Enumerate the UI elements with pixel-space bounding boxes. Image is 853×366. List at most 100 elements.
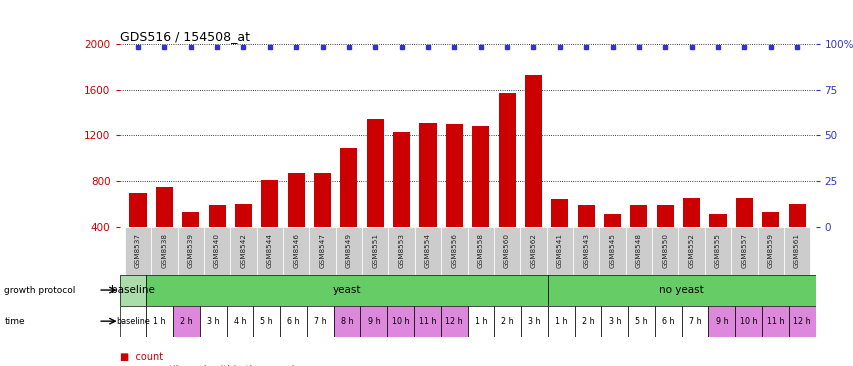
Text: 2 h: 2 h: [180, 317, 193, 326]
FancyBboxPatch shape: [704, 227, 730, 274]
FancyBboxPatch shape: [415, 227, 441, 274]
Text: 9 h: 9 h: [715, 317, 728, 326]
Bar: [735, 198, 752, 227]
FancyBboxPatch shape: [441, 227, 467, 274]
FancyBboxPatch shape: [467, 306, 494, 337]
FancyBboxPatch shape: [681, 306, 708, 337]
FancyBboxPatch shape: [200, 306, 226, 337]
Bar: [761, 212, 779, 227]
Bar: [155, 187, 173, 227]
FancyBboxPatch shape: [173, 306, 200, 337]
FancyBboxPatch shape: [125, 227, 151, 274]
Bar: [709, 214, 726, 227]
FancyBboxPatch shape: [628, 306, 654, 337]
Bar: [472, 126, 489, 227]
FancyBboxPatch shape: [599, 227, 625, 274]
Text: 6 h: 6 h: [287, 317, 299, 326]
Text: 5 h: 5 h: [635, 317, 647, 326]
Bar: [392, 132, 409, 227]
FancyBboxPatch shape: [734, 306, 761, 337]
Bar: [630, 205, 647, 227]
Bar: [314, 173, 331, 227]
Bar: [577, 205, 594, 227]
Text: 1 h: 1 h: [554, 317, 567, 326]
FancyBboxPatch shape: [494, 306, 520, 337]
Text: GSM8542: GSM8542: [241, 233, 247, 268]
Text: 10 h: 10 h: [739, 317, 757, 326]
Text: 2 h: 2 h: [501, 317, 514, 326]
Text: 1 h: 1 h: [154, 317, 165, 326]
Text: GSM8558: GSM8558: [477, 233, 483, 268]
FancyBboxPatch shape: [625, 227, 652, 274]
Text: GSM8540: GSM8540: [214, 233, 220, 268]
Text: GSM8548: GSM8548: [635, 233, 641, 268]
Text: 10 h: 10 h: [392, 317, 409, 326]
FancyBboxPatch shape: [309, 227, 335, 274]
Text: GSM8554: GSM8554: [425, 233, 431, 268]
FancyBboxPatch shape: [386, 306, 414, 337]
FancyBboxPatch shape: [519, 227, 546, 274]
Text: 8 h: 8 h: [340, 317, 353, 326]
Text: GSM8547: GSM8547: [319, 233, 325, 268]
FancyBboxPatch shape: [548, 306, 574, 337]
Text: GSM8538: GSM8538: [161, 233, 167, 268]
Text: no yeast: no yeast: [659, 285, 703, 295]
FancyBboxPatch shape: [677, 227, 704, 274]
FancyBboxPatch shape: [493, 227, 519, 274]
FancyBboxPatch shape: [253, 306, 280, 337]
Bar: [182, 212, 199, 227]
Text: 9 h: 9 h: [367, 317, 380, 326]
FancyBboxPatch shape: [257, 227, 282, 274]
Text: GSM8555: GSM8555: [714, 233, 720, 268]
Text: time: time: [4, 317, 25, 326]
Text: GSM8541: GSM8541: [556, 233, 562, 268]
FancyBboxPatch shape: [119, 274, 146, 306]
Text: GSM8561: GSM8561: [793, 233, 799, 268]
Text: GDS516 / 154508_at: GDS516 / 154508_at: [119, 30, 249, 43]
Text: ■  percentile rank within the sample: ■ percentile rank within the sample: [119, 365, 299, 366]
Text: GSM8552: GSM8552: [688, 233, 693, 268]
FancyBboxPatch shape: [414, 306, 440, 337]
FancyBboxPatch shape: [306, 306, 334, 337]
Bar: [603, 214, 620, 227]
Text: GSM8562: GSM8562: [530, 233, 536, 268]
FancyBboxPatch shape: [280, 306, 306, 337]
Text: 7 h: 7 h: [688, 317, 700, 326]
FancyBboxPatch shape: [119, 306, 146, 337]
FancyBboxPatch shape: [388, 227, 415, 274]
Text: yeast: yeast: [333, 285, 361, 295]
FancyBboxPatch shape: [572, 227, 599, 274]
Text: 2 h: 2 h: [581, 317, 594, 326]
FancyBboxPatch shape: [546, 227, 572, 274]
Bar: [787, 204, 804, 227]
FancyBboxPatch shape: [362, 227, 388, 274]
FancyBboxPatch shape: [282, 227, 309, 274]
Text: GSM8546: GSM8546: [293, 233, 299, 268]
FancyBboxPatch shape: [226, 306, 253, 337]
Bar: [340, 148, 357, 227]
Text: GSM8550: GSM8550: [662, 233, 668, 268]
Text: baseline: baseline: [116, 317, 149, 326]
FancyBboxPatch shape: [146, 306, 173, 337]
Text: 3 h: 3 h: [528, 317, 540, 326]
Text: 6 h: 6 h: [661, 317, 674, 326]
Text: GSM8551: GSM8551: [372, 233, 378, 268]
FancyBboxPatch shape: [783, 227, 809, 274]
Text: 5 h: 5 h: [260, 317, 273, 326]
FancyBboxPatch shape: [177, 227, 204, 274]
Text: GSM8543: GSM8543: [583, 233, 589, 268]
FancyBboxPatch shape: [757, 227, 783, 274]
FancyBboxPatch shape: [360, 306, 386, 337]
Text: 3 h: 3 h: [206, 317, 219, 326]
FancyBboxPatch shape: [574, 306, 601, 337]
Text: baseline: baseline: [111, 285, 154, 295]
Bar: [551, 199, 568, 227]
FancyBboxPatch shape: [151, 227, 177, 274]
FancyBboxPatch shape: [548, 274, 815, 306]
Text: 1 h: 1 h: [474, 317, 486, 326]
Text: GSM8549: GSM8549: [345, 233, 351, 268]
FancyBboxPatch shape: [204, 227, 230, 274]
FancyBboxPatch shape: [654, 306, 681, 337]
Text: growth protocol: growth protocol: [4, 285, 76, 295]
Text: GSM8557: GSM8557: [740, 233, 746, 268]
